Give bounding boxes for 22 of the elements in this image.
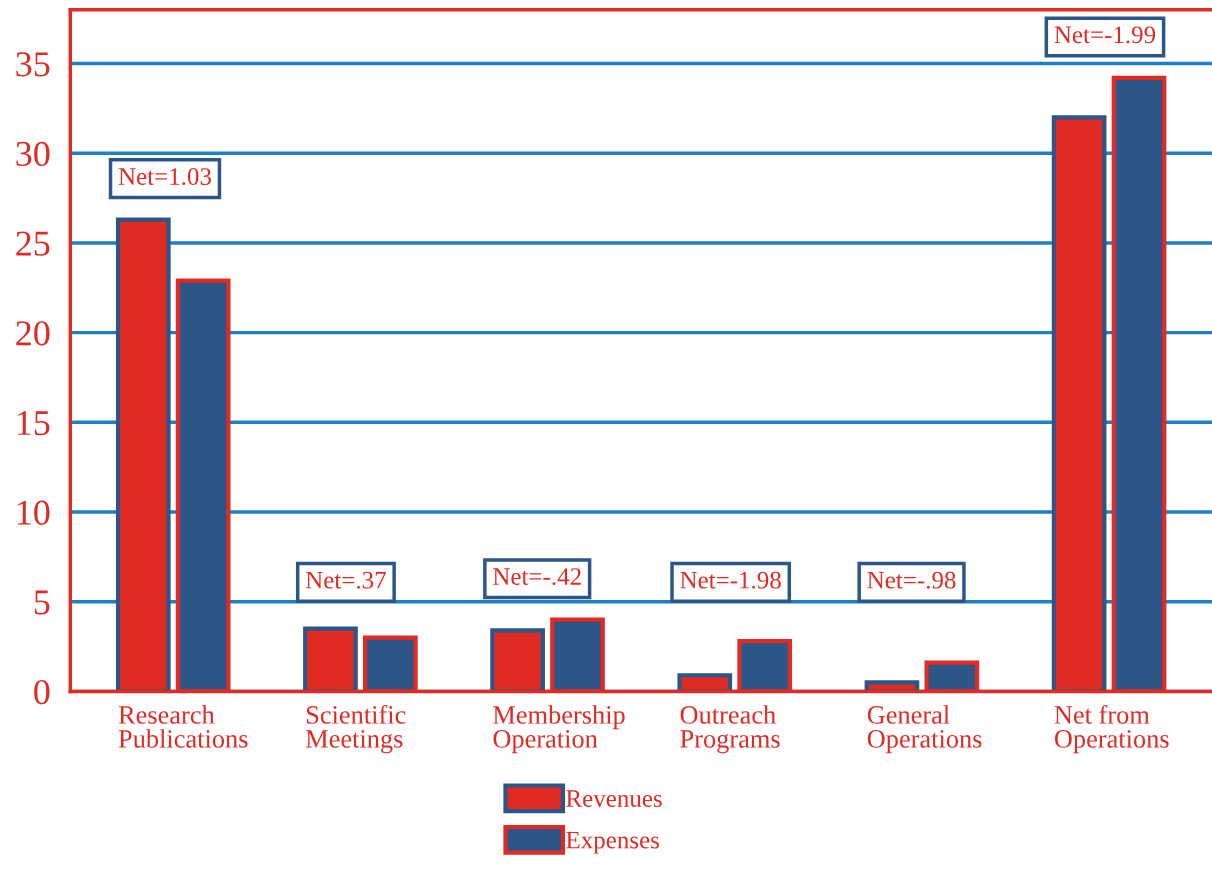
y-tick-label: 10 bbox=[17, 500, 50, 525]
y-tick-label: 25 bbox=[16, 231, 50, 256]
annotation: Net=-.42 bbox=[493, 568, 581, 586]
x-tick-label: Scientific Meetings bbox=[305, 705, 406, 754]
x-tick-label: Research Publications bbox=[118, 705, 248, 748]
legend-label: Expenses bbox=[566, 831, 659, 854]
y-tick-label: 15 bbox=[17, 411, 50, 436]
y-tick-label: 30 bbox=[16, 141, 50, 167]
annotation: Net=-1.99 bbox=[1054, 26, 1156, 44]
annotation: Net=-.98 bbox=[867, 571, 956, 589]
y-tick-label: 0 bbox=[34, 679, 50, 705]
y-tick-label: 35 bbox=[16, 52, 50, 77]
x-tick-label: Membership Operation bbox=[493, 705, 625, 754]
y-tick-label: 5 bbox=[34, 590, 50, 615]
x-tick-label: Outreach Programs bbox=[680, 705, 780, 754]
annotation: Net=.37 bbox=[305, 571, 386, 589]
x-tick-label: General Operations bbox=[867, 705, 982, 754]
annotation: Net=1.03 bbox=[118, 168, 211, 186]
y-tick-label: 20 bbox=[16, 321, 50, 346]
legend-label: Revenues bbox=[566, 790, 662, 807]
x-tick-label: Net from Operations bbox=[1054, 705, 1169, 754]
annotation: Net=-1.98 bbox=[680, 571, 781, 589]
